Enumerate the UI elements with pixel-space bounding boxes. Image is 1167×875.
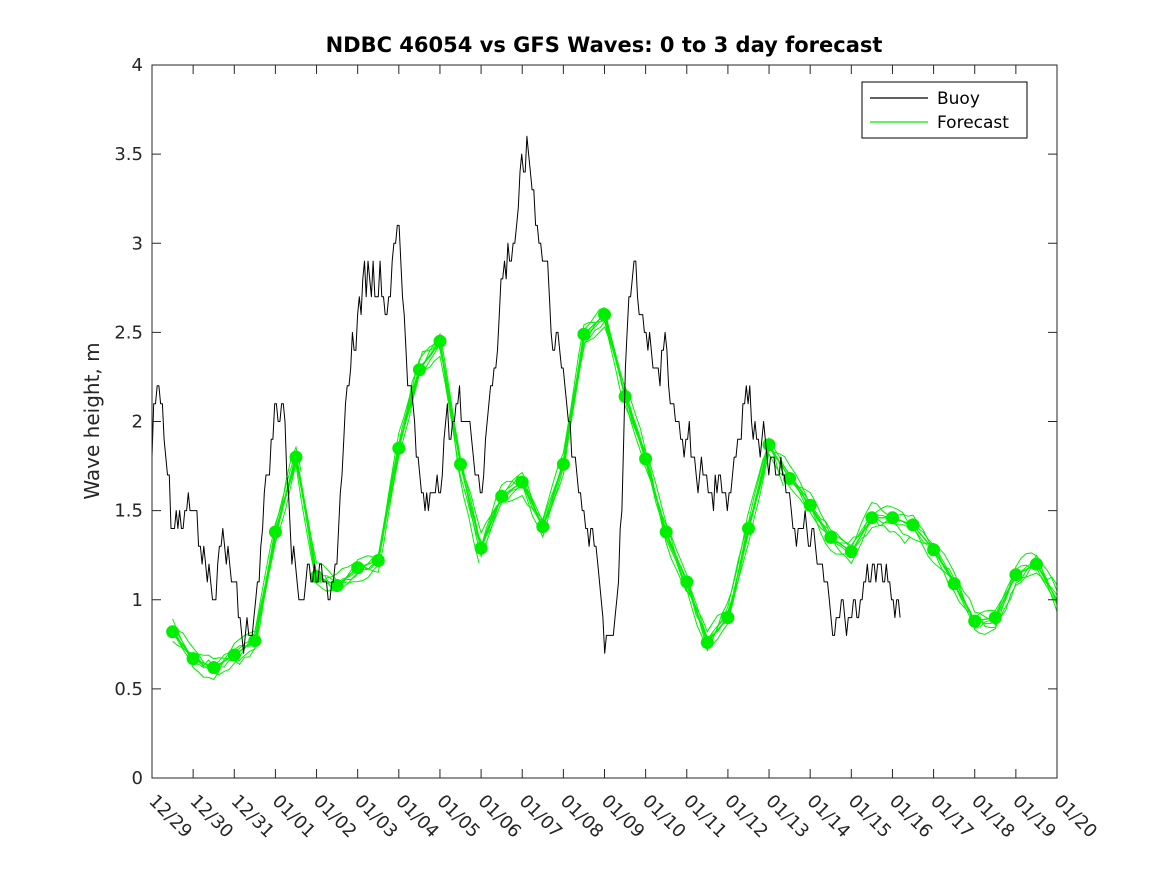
- forecast-layer: [166, 307, 1058, 681]
- forecast-point: [1029, 557, 1043, 571]
- forecast-point: [886, 511, 899, 525]
- forecast-point: [865, 511, 879, 525]
- forecast-point: [412, 363, 426, 377]
- y-tick-label: 2: [132, 412, 143, 433]
- forecast-point: [392, 441, 406, 455]
- forecast-point: [927, 543, 941, 557]
- forecast-point: [988, 611, 1002, 625]
- forecast-point: [577, 327, 591, 341]
- forecast-point: [495, 489, 509, 503]
- legend: Buoy Forecast: [861, 81, 1028, 139]
- forecast-point: [947, 577, 961, 591]
- forecast-point: [803, 498, 817, 512]
- y-tick-label: 4: [132, 55, 143, 76]
- y-tick-label: 2.5: [114, 322, 143, 343]
- forecast-point: [515, 475, 529, 489]
- y-tick-label: 3.5: [114, 144, 143, 165]
- y-axis-label: Wave height, m: [80, 342, 104, 499]
- forecast-point: [598, 308, 611, 322]
- forecast-ensemble-line: [172, 307, 1058, 662]
- y-tick-label: 1: [132, 590, 143, 611]
- forecast-point: [186, 652, 200, 666]
- forecast-point: [268, 525, 282, 539]
- forecast-point: [906, 518, 920, 532]
- legend-forecast-label: Forecast: [937, 113, 1009, 133]
- forecast-point: [783, 472, 797, 485]
- forecast-point: [351, 561, 365, 575]
- forecast-point: [968, 614, 982, 628]
- forecast-point: [536, 520, 550, 534]
- legend-buoy-label: Buoy: [937, 89, 980, 109]
- forecast-point: [742, 522, 755, 535]
- plot-area: [152, 65, 1057, 778]
- forecast-point: [721, 611, 735, 625]
- legend-box: [861, 81, 1028, 139]
- forecast-point: [330, 579, 344, 592]
- plot-background: [152, 65, 1057, 778]
- y-tick-label: 0.5: [114, 679, 143, 700]
- forecast-point: [227, 648, 241, 662]
- forecast-point: [824, 530, 838, 544]
- forecast-point: [556, 457, 570, 471]
- forecast-point: [680, 575, 694, 589]
- forecast-point: [371, 554, 385, 567]
- forecast-point: [700, 636, 714, 649]
- buoy-layer: [151, 135, 901, 654]
- forecast-point: [844, 545, 858, 559]
- y-tick-label: 0: [132, 768, 143, 789]
- y-tick-label: 3: [132, 233, 143, 254]
- forecast-point: [166, 625, 180, 639]
- forecast-point: [207, 661, 221, 674]
- forecast-point: [1009, 568, 1023, 582]
- buoy-line: [151, 135, 901, 654]
- forecast-point: [248, 634, 262, 648]
- forecast-point: [762, 438, 776, 452]
- forecast-point: [474, 541, 488, 555]
- y-tick-label: 1.5: [114, 501, 143, 522]
- forecast-point: [454, 457, 467, 471]
- forecast-point: [659, 525, 673, 539]
- forecast-point: [639, 452, 653, 466]
- chart-title: NDBC 46054 vs GFS Waves: 0 to 3 day fore…: [326, 33, 883, 57]
- forecast-point: [289, 450, 303, 464]
- forecast-point: [433, 334, 447, 348]
